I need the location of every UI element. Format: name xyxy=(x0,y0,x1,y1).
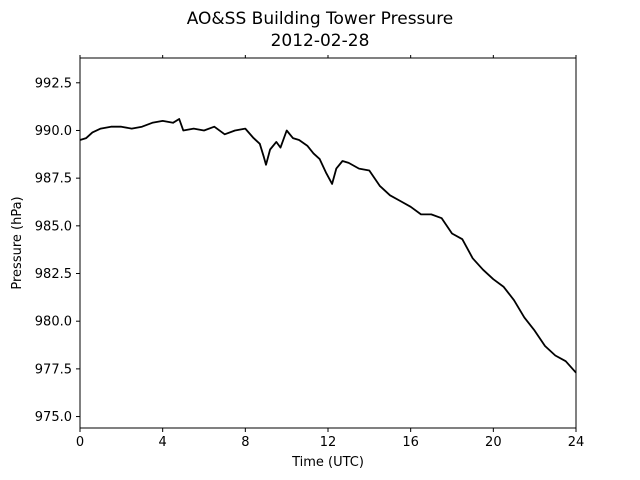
x-tick-label: 24 xyxy=(568,435,585,450)
plot-frame xyxy=(79,57,577,429)
y-tick-label: 985.0 xyxy=(35,219,72,234)
x-tick-label: 8 xyxy=(241,435,249,450)
x-tick-label: 12 xyxy=(320,435,337,450)
x-tick-label: 0 xyxy=(76,435,84,450)
y-tick-label: 980.0 xyxy=(35,315,72,330)
x-axis-ticks: 0 4 8 12 16 20 24 xyxy=(76,55,584,450)
chart-title: AO&SS Building Tower Pressure xyxy=(187,9,454,29)
y-tick-label: 990.0 xyxy=(35,124,72,139)
y-tick-label: 982.5 xyxy=(35,267,72,282)
y-tick-label: 977.5 xyxy=(35,362,72,377)
pressure-series-line xyxy=(79,118,577,374)
y-axis-ticks: 975.0 977.5 980.0 982.5 985.0 987.5 990.0 992.5 xyxy=(35,76,80,425)
x-tick-label: 16 xyxy=(402,435,419,450)
x-axis-label: Time (UTC) xyxy=(291,455,364,470)
y-tick-label: 975.0 xyxy=(35,410,72,425)
chart-subtitle: 2012-02-28 xyxy=(271,31,370,51)
x-tick-label: 4 xyxy=(159,435,167,450)
y-tick-label: 992.5 xyxy=(35,76,72,91)
x-tick-label: 20 xyxy=(485,435,502,450)
series-lines xyxy=(79,118,577,374)
y-tick-label: 987.5 xyxy=(35,172,72,187)
y-axis-label: Pressure (hPa) xyxy=(10,196,25,289)
